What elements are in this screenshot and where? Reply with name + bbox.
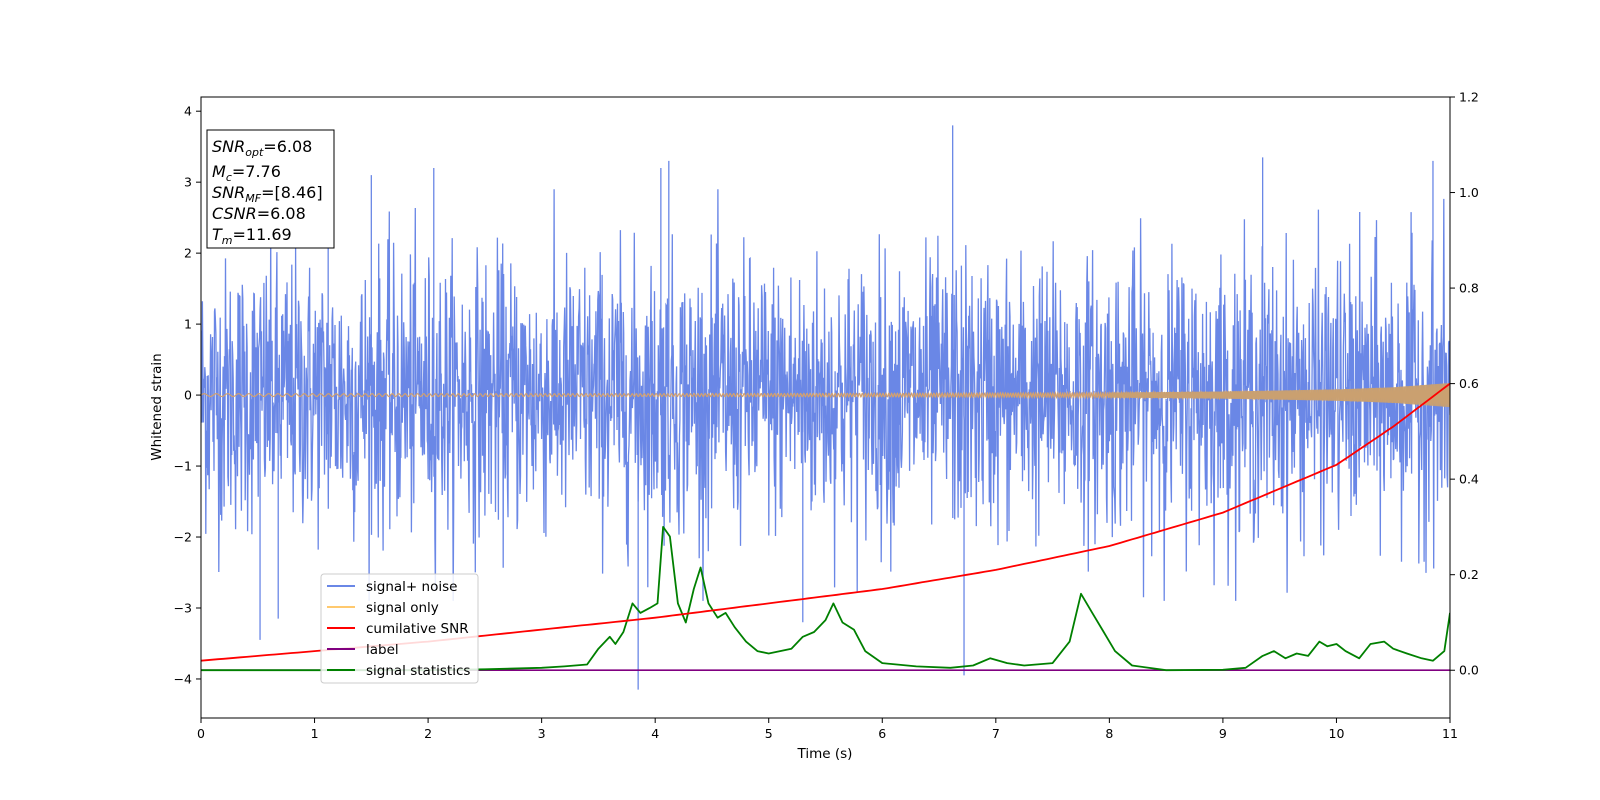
annotation-line: Mc=7.76 <box>212 162 281 184</box>
x-tick-label: 1 <box>311 726 319 741</box>
legend: signal+ noise signal only cumilative SNR la… <box>320 573 479 684</box>
annotation-line: CSNR=6.08 <box>212 204 306 223</box>
x-tick-label: 4 <box>651 726 659 741</box>
x-axis-label: Time (s) <box>797 746 853 762</box>
legend-label: signal only <box>366 600 439 616</box>
legend-item: signal statistics <box>327 663 470 679</box>
y-tick-label-left: 1 <box>184 317 192 332</box>
x-tick-label: 3 <box>538 726 546 741</box>
legend-label: signal+ noise <box>366 579 457 595</box>
x-tick-label: 7 <box>992 726 1000 741</box>
y-tick-label-right: 0.8 <box>1459 281 1479 296</box>
x-tick-label: 2 <box>424 726 432 741</box>
legend-label: label <box>366 642 399 658</box>
y-tick-label-left: −2 <box>174 530 192 545</box>
y-tick-label-left: 0 <box>184 388 192 403</box>
x-tick-label: 9 <box>1219 726 1227 741</box>
legend-item: signal only <box>327 600 439 616</box>
plot-frame <box>200 96 1451 719</box>
y-tick-label-left: −4 <box>174 671 192 686</box>
legend-label: signal statistics <box>366 663 470 679</box>
y-tick-label-right: 1.0 <box>1459 185 1479 200</box>
y-tick-label-right: 0.0 <box>1459 663 1479 678</box>
x-tick-label: 11 <box>1442 726 1458 741</box>
y-tick-label-left: 3 <box>184 175 192 190</box>
y-tick-label-right: 0.6 <box>1459 376 1479 391</box>
x-tick-label: 10 <box>1329 726 1345 741</box>
x-tick-label: 8 <box>1105 726 1113 741</box>
x-tick-label: 6 <box>878 726 886 741</box>
y-tick-label-left: 4 <box>184 104 192 119</box>
annotation-line: SNRMF=[8.46] <box>212 183 323 205</box>
y-tick-label-left: −1 <box>174 459 192 474</box>
series-signal-statistics <box>201 526 1450 672</box>
y-axis-label: Whitened strain <box>149 353 165 460</box>
legend-item: cumilative SNR <box>327 621 469 637</box>
annotation-line: SNRopt=6.08 <box>212 137 312 159</box>
y-tick-label-right: 0.4 <box>1459 472 1479 487</box>
annotation-frame <box>206 129 335 249</box>
legend-frame <box>320 573 479 684</box>
y-tick-label-left: −3 <box>174 600 192 615</box>
y-tick-label-left: 2 <box>184 246 192 261</box>
y-tick-label-right: 0.2 <box>1459 567 1479 582</box>
y-tick-label-right: 1.2 <box>1459 90 1479 105</box>
x-tick-label: 5 <box>765 726 773 741</box>
legend-item: label <box>327 642 399 658</box>
legend-item: signal+ noise <box>327 579 457 595</box>
legend-label: cumilative SNR <box>366 621 469 637</box>
x-tick-label: 0 <box>197 726 205 741</box>
series-signal-noise <box>201 189 1450 601</box>
signal-only-envelope <box>1109 383 1450 408</box>
axes: 0 1 2 3 4 5 6 7 8 9 10 11 −4 −3 −2 −1 0 1 2 3 4 0.0 0.2 0.4 0.6 0… <box>174 90 1479 742</box>
annotation-line: Tm=11.69 <box>212 225 292 247</box>
